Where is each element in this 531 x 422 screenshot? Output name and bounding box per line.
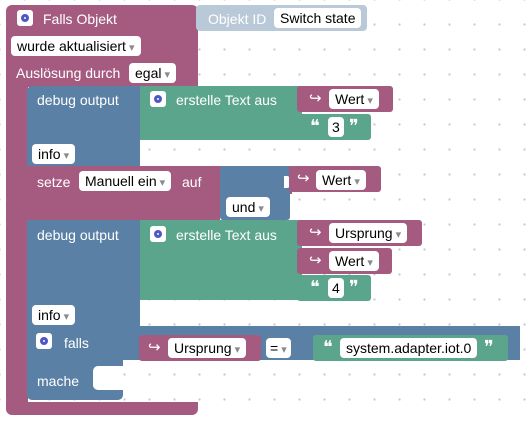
text-literal-field[interactable]: system.adapter.iot.0 xyxy=(340,338,478,358)
debug-level-dropdown-1[interactable]: info xyxy=(32,144,76,164)
return-arrow-icon: ↪ xyxy=(309,90,322,107)
set-on-label: auf xyxy=(182,174,202,190)
text-literal-field[interactable]: 4 xyxy=(328,278,344,298)
event-block-bottom xyxy=(6,402,198,415)
quote-icon: ❝ xyxy=(310,277,320,297)
if-label: falls xyxy=(64,335,89,351)
text-join-label-2: erstelle Text aus xyxy=(176,227,277,243)
quote-icon: ❞ xyxy=(349,116,359,136)
variable-dropdown[interactable]: Wert xyxy=(329,251,379,271)
gear-icon[interactable] xyxy=(36,333,52,349)
do-label: mache xyxy=(37,373,80,389)
object-id-label: Objekt ID xyxy=(208,11,267,27)
text-join-label-1: erstelle Text aus xyxy=(176,92,277,108)
variable-dropdown[interactable]: Wert xyxy=(316,170,366,190)
quote-icon: ❞ xyxy=(484,337,494,357)
return-arrow-icon: ↪ xyxy=(309,224,322,241)
quote-icon: ❝ xyxy=(310,116,320,136)
compare-operator-dropdown[interactable]: = xyxy=(266,338,291,358)
gear-icon[interactable] xyxy=(150,91,166,107)
logic-operator-dropdown[interactable]: und xyxy=(226,197,270,217)
variable-dropdown[interactable]: Wert xyxy=(329,89,379,109)
input-notch xyxy=(284,176,290,188)
event-title: Falls Objekt xyxy=(43,11,117,27)
quote-icon: ❞ xyxy=(349,277,359,297)
debug-output-label-1: debug output xyxy=(37,92,119,108)
variable-dropdown[interactable]: Ursprung xyxy=(329,223,408,243)
set-label: setze xyxy=(37,174,71,190)
cause-dropdown[interactable]: egal xyxy=(129,63,177,83)
return-arrow-icon: ↪ xyxy=(297,170,310,187)
debug-output-label-2: debug output xyxy=(37,227,119,243)
text-join-block-1[interactable] xyxy=(140,86,302,140)
object-id-field[interactable]: Switch state xyxy=(274,8,362,28)
quote-icon: ❝ xyxy=(323,337,333,357)
debug-level-dropdown-2[interactable]: info xyxy=(32,305,76,325)
gear-icon[interactable] xyxy=(150,226,166,242)
return-arrow-icon: ↪ xyxy=(148,339,161,356)
statement-slot[interactable] xyxy=(93,366,123,390)
return-arrow-icon: ↪ xyxy=(309,252,322,269)
cause-label: Auslösung durch xyxy=(16,65,121,81)
text-literal-field[interactable]: 3 xyxy=(328,117,344,137)
set-variable-dropdown[interactable]: Manuell ein xyxy=(79,171,172,191)
event-block-spine xyxy=(6,80,28,410)
variable-dropdown[interactable]: Ursprung xyxy=(168,338,247,358)
gear-icon[interactable] xyxy=(17,10,33,26)
text-join-block-2[interactable] xyxy=(140,220,302,300)
trigger-dropdown[interactable]: wurde aktualisiert xyxy=(11,36,141,56)
